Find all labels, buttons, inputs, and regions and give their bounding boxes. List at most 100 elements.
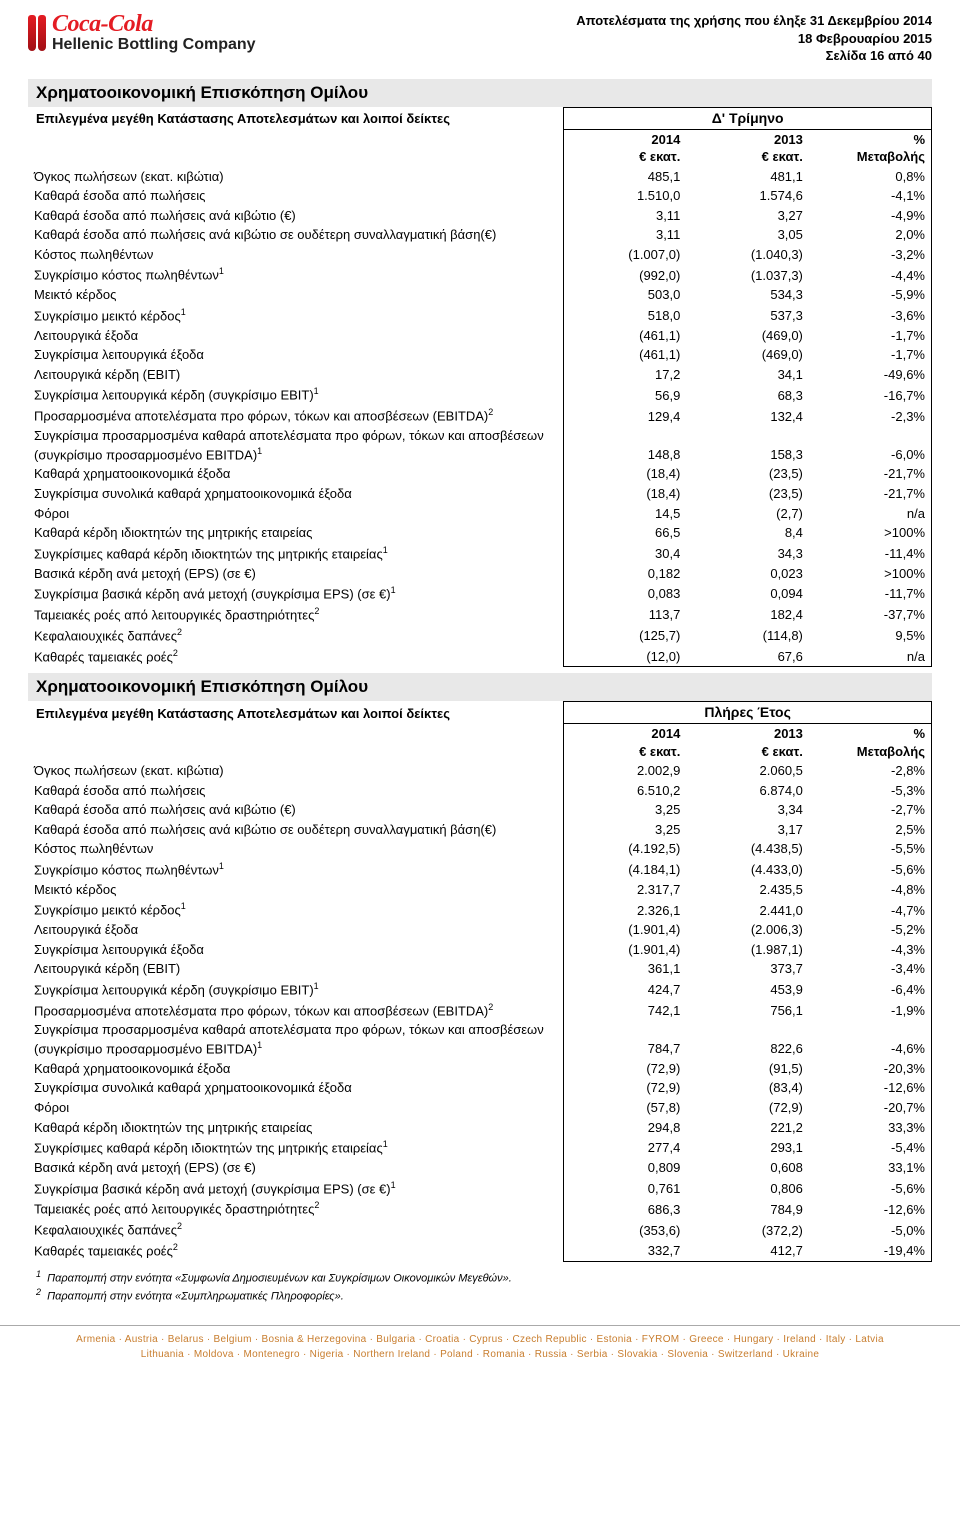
row-label: Συγκρίσιμα λειτουργικά έξοδα [28,940,564,960]
row-label: Μεικτό κέρδος [28,880,564,900]
table-row: Συγκρίσιμο κόστος πωληθέντων1(4.184,1)(4… [28,859,932,880]
val-change: -6,0% [809,426,932,464]
table-row: Κόστος πωληθέντων(4.192,5)(4.438,5)-5,5% [28,839,932,859]
val-2014: (992,0) [564,264,687,285]
table-row: Συγκρίσιμες καθαρά κέρδη ιδιοκτητών της … [28,543,932,564]
val-2014: 0,182 [564,564,687,584]
val-2013: (4.433,0) [686,859,809,880]
col-unit-a: € εκατ. [570,148,680,166]
table-row: Κόστος πωληθέντων(1.007,0)(1.040,3)-3,2% [28,245,932,265]
val-change: -3,2% [809,245,932,265]
table-row: Συγκρίσιμες καθαρά κέρδη ιδιοκτητών της … [28,1137,932,1158]
val-change: -4,8% [809,880,932,900]
val-2013: 3,34 [686,800,809,820]
row-label: Συγκρίσιμες καθαρά κέρδη ιδιοκτητών της … [28,1137,564,1158]
val-2013: (23,5) [686,464,809,484]
table-row: Συγκρίσιμα προσαρμοσμένα καθαρά αποτελέσ… [28,1020,932,1058]
footer-countries: Armenia · Austria · Belarus · Belgium · … [0,1325,960,1372]
table-row: Μεικτό κέρδος503,0534,3-5,9% [28,285,932,305]
val-2013: 756,1 [686,1000,809,1021]
val-2013: 453,9 [686,979,809,1000]
page-header: Coca-Cola Hellenic Bottling Company Αποτ… [28,12,932,65]
table-row: Βασικά κέρδη ανά μετοχή (EPS) (σε €)0,18… [28,564,932,584]
val-change: -5,6% [809,1178,932,1199]
val-2014: 361,1 [564,959,687,979]
row-label: Συγκρίσιμο μεικτό κέρδος1 [28,899,564,920]
table-row: Συγκρίσιμα βασικά κέρδη ανά μετοχή (συγκ… [28,1178,932,1199]
val-change: -3,6% [809,305,932,326]
val-2013: 1.574,6 [686,186,809,206]
val-2014: 2.002,9 [564,761,687,781]
row-label: Καθαρά έσοδα από πωλήσεις [28,781,564,801]
table-row: Λειτουργικά κέρδη (EBIT)17,234,1-49,6% [28,365,932,385]
brand-coca: Coca-Cola [52,12,256,37]
section-title-1: Χρηματοοικονομική Επισκόπηση Ομίλου [28,79,932,107]
val-change: -5,9% [809,285,932,305]
period-q4: Δ' Τρίμηνο [564,107,932,129]
row-label: Συγκρίσιμα συνολικά καθαρά χρηματοοικονο… [28,1078,564,1098]
period-fy: Πλήρες Έτος [564,702,932,724]
row-label: Καθαρά έσοδα από πωλήσεις ανά κιβώτιο σε… [28,225,564,245]
row-label: Συγκρίσιμα συνολικά καθαρά χρηματοοικονο… [28,484,564,504]
table-row: Μεικτό κέρδος2.317,72.435,5-4,8% [28,880,932,900]
table-row: Όγκος πωλήσεων (εκατ. κιβώτια)485,1481,1… [28,167,932,187]
val-change: -5,0% [809,1219,932,1240]
val-change: >100% [809,523,932,543]
table-row: Κεφαλαιουχικές δαπάνες2(353,6)(372,2)-5,… [28,1219,932,1240]
brand-logo: Coca-Cola Hellenic Bottling Company [28,12,256,54]
table-row: Φόροι14,5(2,7)n/a [28,504,932,524]
val-change: -5,5% [809,839,932,859]
col-2014: 2014 [651,132,680,147]
val-2014: 148,8 [564,426,687,464]
row-label: Συγκρίσιμα προσαρμοσμένα καθαρά αποτελέσ… [28,426,564,464]
table-row: Καθαρά έσοδα από πωλήσεις ανά κιβώτιο σε… [28,820,932,840]
row-label: Βασικά κέρδη ανά μετοχή (EPS) (σε €) [28,564,564,584]
val-change: -5,4% [809,1137,932,1158]
val-2013: 34,3 [686,543,809,564]
sub-title-2: Επιλεγμένα μεγέθη Κατάστασης Αποτελεσμάτ… [28,702,564,724]
val-2013: 481,1 [686,167,809,187]
val-2014: (1.901,4) [564,940,687,960]
val-2014: 129,4 [564,405,687,426]
table-row: Προσαρμοσμένα αποτελέσματα προ φόρων, τό… [28,1000,932,1021]
val-2013: 132,4 [686,405,809,426]
table-row: Συγκρίσιμα λειτουργικά έξοδα(1.901,4)(1.… [28,940,932,960]
row-label: Κεφαλαιουχικές δαπάνες2 [28,625,564,646]
val-2013: 68,3 [686,384,809,405]
val-2013: 534,3 [686,285,809,305]
val-change: >100% [809,564,932,584]
val-2014: 2.326,1 [564,899,687,920]
val-change: -20,7% [809,1098,932,1118]
val-2014: 0,083 [564,583,687,604]
val-2014: 503,0 [564,285,687,305]
val-change: -49,6% [809,365,932,385]
val-2013: (1.987,1) [686,940,809,960]
val-2014: 1.510,0 [564,186,687,206]
footnote-2: Παραπομπή στην ενότητα «Συμπληρωματικές … [47,1291,344,1303]
row-label: Κόστος πωληθέντων [28,839,564,859]
val-2013: 0,806 [686,1178,809,1199]
val-change: -12,6% [809,1198,932,1219]
row-label: Βασικά κέρδη ανά μετοχή (EPS) (σε €) [28,1158,564,1178]
table-row: Καθαρά έσοδα από πωλήσεις1.510,01.574,6-… [28,186,932,206]
table-row: Βασικά κέρδη ανά μετοχή (EPS) (σε €)0,80… [28,1158,932,1178]
val-change: -4,9% [809,206,932,226]
val-2014: (4.192,5) [564,839,687,859]
val-2014: 686,3 [564,1198,687,1219]
row-label: Λειτουργικά έξοδα [28,326,564,346]
val-2013: 182,4 [686,604,809,625]
table-row: Καθαρά έσοδα από πωλήσεις ανά κιβώτιο (€… [28,800,932,820]
footnote-1: Παραπομπή στην ενότητα «Συμφωνία Δημοσιε… [47,1272,512,1284]
row-label: Καθαρές ταμειακές ροές2 [28,646,564,667]
val-2014: 3,11 [564,225,687,245]
row-label: Φόροι [28,1098,564,1118]
val-change: -5,6% [809,859,932,880]
table-row: Καθαρά έσοδα από πωλήσεις ανά κιβώτιο σε… [28,225,932,245]
val-2013: 537,3 [686,305,809,326]
val-2013: 822,6 [686,1020,809,1058]
table-row: Καθαρές ταμειακές ροές2(12,0)67,6n/a [28,646,932,667]
countries-line2: Lithuania · Moldova · Montenegro · Niger… [24,1347,936,1362]
row-label: Συγκρίσιμα προσαρμοσμένα καθαρά αποτελέσ… [28,1020,564,1058]
val-2014: 0,809 [564,1158,687,1178]
val-2014: (461,1) [564,326,687,346]
